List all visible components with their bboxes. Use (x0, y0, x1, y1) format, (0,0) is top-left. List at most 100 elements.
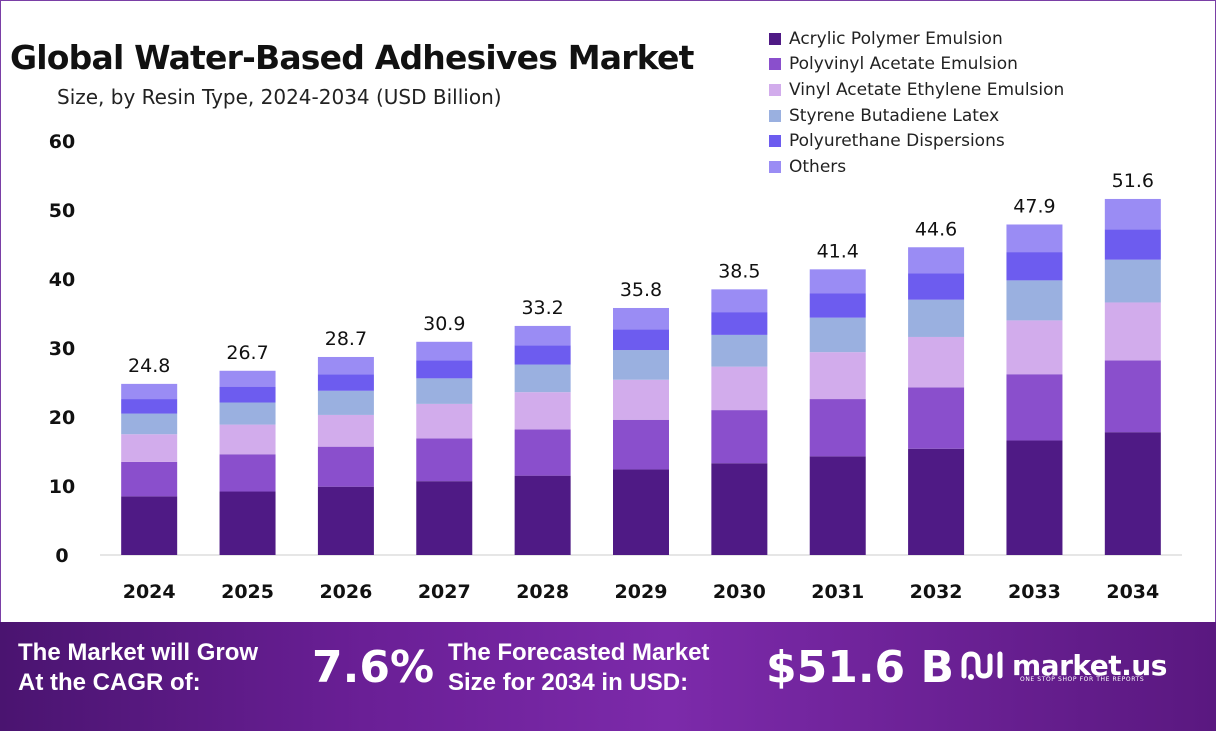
x-tick-label: 2024 (123, 581, 176, 603)
bar-segment (219, 386, 276, 403)
y-tick-label: 0 (55, 545, 68, 567)
x-tick-label: 2034 (1106, 581, 1159, 603)
bar-segment (317, 414, 374, 447)
bar-segment (613, 307, 669, 330)
bar-segment (711, 463, 768, 555)
bar-segment (416, 378, 473, 404)
bar-segment (908, 387, 965, 449)
bar-segment (809, 399, 866, 457)
legend-label: Styrene Butadiene Latex (789, 105, 1000, 126)
bar-segment (613, 329, 669, 351)
bar-segment (317, 374, 374, 391)
x-tick-label: 2028 (516, 581, 569, 603)
bar-segment (219, 491, 276, 555)
bar-segment (711, 366, 768, 411)
x-tick-label: 2033 (1008, 581, 1061, 603)
y-tick-label: 40 (49, 269, 75, 291)
bar-segment (121, 413, 178, 435)
bar-segment (1104, 229, 1161, 260)
bar-segment (1006, 252, 1063, 281)
brand-name: market.us (1012, 648, 1167, 682)
bar-total-label: 26.7 (226, 342, 268, 364)
bar-segment (1104, 259, 1161, 303)
forecast-label-line2: Size for 2034 in USD: (448, 669, 689, 696)
x-tick-label: 2025 (221, 581, 274, 603)
bar-segment (613, 469, 669, 555)
bar-segment (908, 448, 965, 555)
legend-swatch (769, 32, 781, 45)
bar-total-label: 47.9 (1013, 195, 1055, 217)
bar-segment (711, 312, 768, 335)
bar-segment (908, 336, 965, 388)
bar-segment (317, 486, 374, 555)
legend-label: Vinyl Acetate Ethylene Emulsion (789, 79, 1065, 100)
bar-segment (514, 325, 571, 346)
bar-total-label: 38.5 (718, 260, 760, 282)
bar-segment (514, 475, 571, 555)
bar-segment (317, 446, 374, 487)
forecast-value: $51.6 B (766, 642, 955, 693)
bar-segment (809, 293, 866, 318)
bar-segment (416, 438, 473, 482)
legend-swatch (769, 135, 781, 148)
bar-segment (613, 419, 669, 470)
legend-label: Polyvinyl Acetate Emulsion (789, 54, 1018, 75)
bar-segment (1104, 302, 1161, 361)
bar-segment (416, 481, 473, 555)
legend-swatch (769, 58, 781, 71)
legend-item: Polyvinyl Acetate Emulsion (769, 52, 1064, 78)
x-tick-label: 2026 (319, 581, 372, 603)
y-tick-label: 50 (49, 200, 75, 222)
legend-label: Polyurethane Dispersions (789, 131, 1005, 152)
market-us-logo-icon (961, 651, 1003, 680)
bar-segment (613, 379, 669, 420)
bar-segment (416, 360, 473, 379)
bar-segment (1006, 374, 1063, 441)
brand-logo: market.us (960, 648, 1167, 682)
bar-segment (711, 334, 768, 367)
bar-segment (809, 317, 866, 353)
bar-total-label: 33.2 (521, 297, 563, 319)
bar-segment (908, 247, 965, 274)
cagr-label: The Market will Grow At the CAGR of: (18, 638, 258, 698)
bar-total-label: 24.8 (128, 355, 170, 377)
bar-segment (219, 402, 276, 425)
x-tick-label: 2031 (811, 581, 864, 603)
bar-total-label: 28.7 (325, 328, 367, 350)
y-tick-label: 10 (49, 476, 75, 498)
legend-swatch (769, 109, 781, 122)
bar-segment (121, 383, 178, 400)
legend-item: Polyurethane Dispersions (769, 128, 1064, 154)
bar-segment (1006, 280, 1063, 321)
x-tick-label: 2032 (910, 581, 963, 603)
bar-segment (1104, 198, 1161, 230)
bar-segment (809, 456, 866, 555)
bar-segment (908, 299, 965, 337)
legend-swatch (769, 83, 781, 96)
bar-segment (809, 269, 866, 294)
bar-segment (1006, 440, 1063, 555)
cagr-label-line1: The Market will Grow (18, 639, 259, 666)
bar-segment (711, 410, 768, 464)
bar-segment (514, 345, 571, 365)
x-tick-label: 2027 (418, 581, 471, 603)
y-tick-label: 20 (49, 407, 75, 429)
bar-segment (1006, 320, 1063, 375)
bar-segment (1104, 360, 1161, 433)
bar-segment (317, 390, 374, 415)
bar-segment (514, 364, 571, 393)
bar-total-label: 41.4 (817, 240, 859, 262)
bar-segment (514, 429, 571, 476)
legend-label: Acrylic Polymer Emulsion (789, 28, 1003, 49)
bar-segment (219, 370, 276, 387)
bar-segment (121, 461, 178, 497)
cagr-label-line2: At the CAGR of: (18, 669, 201, 696)
bar-segment (1104, 432, 1161, 555)
bar-segment (711, 289, 768, 313)
bar-segment (1006, 224, 1063, 253)
x-tick-label: 2029 (615, 581, 668, 603)
summary-banner (0, 622, 1216, 731)
bar-segment (317, 356, 374, 375)
legend-swatch (769, 160, 781, 173)
bar-total-label: 35.8 (620, 279, 662, 301)
